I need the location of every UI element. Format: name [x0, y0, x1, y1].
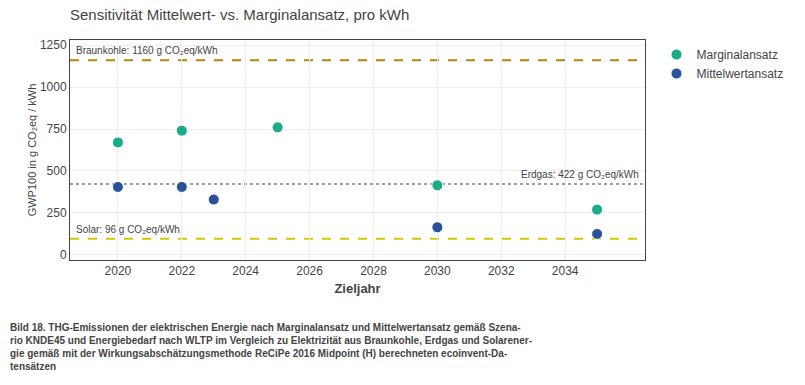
svg-text:gie gemäß mit der Wirkungsabsc: gie gemäß mit der Wirkungsabschätzungsme… [10, 348, 507, 359]
svg-text:Bild 18. THG-Emissionen der el: Bild 18. THG-Emissionen der elektrischen… [10, 322, 521, 333]
svg-text:2030: 2030 [424, 264, 451, 278]
svg-text:Zieljahr: Zieljahr [334, 281, 380, 296]
svg-text:1250: 1250 [40, 38, 67, 52]
svg-text:2020: 2020 [105, 264, 132, 278]
svg-text:0: 0 [60, 248, 67, 262]
svg-text:Solar: 96 g CO₂eq/kWh: Solar: 96 g CO₂eq/kWh [76, 224, 180, 235]
svg-text:2028: 2028 [360, 264, 387, 278]
svg-text:Marginalansatz: Marginalansatz [697, 48, 778, 62]
svg-text:rio KNDE45 und Energiebedarf n: rio KNDE45 und Energiebedarf nach WLTP i… [10, 335, 532, 346]
svg-text:500: 500 [47, 164, 67, 178]
svg-text:Braunkohle: 1160 g CO₂eq/kWh: Braunkohle: 1160 g CO₂eq/kWh [76, 45, 218, 56]
svg-text:1000: 1000 [40, 80, 67, 94]
svg-text:750: 750 [47, 122, 67, 136]
svg-text:Sensitivität Mittelwert- vs. M: Sensitivität Mittelwert- vs. Marginalans… [70, 6, 409, 23]
svg-text:tensätzen: tensätzen [10, 361, 56, 372]
svg-text:GWP100 in g CO₂eq / kWh: GWP100 in g CO₂eq / kWh [26, 84, 38, 217]
svg-text:250: 250 [47, 206, 67, 220]
svg-text:Mittelwertansatz: Mittelwertansatz [697, 67, 784, 81]
svg-text:2034: 2034 [552, 264, 579, 278]
svg-text:2032: 2032 [488, 264, 515, 278]
svg-text:Erdgas: 422 g CO₂eq/kWh: Erdgas: 422 g CO₂eq/kWh [521, 169, 639, 180]
svg-text:2024: 2024 [232, 264, 259, 278]
svg-text:2026: 2026 [296, 264, 323, 278]
svg-text:2022: 2022 [168, 264, 195, 278]
